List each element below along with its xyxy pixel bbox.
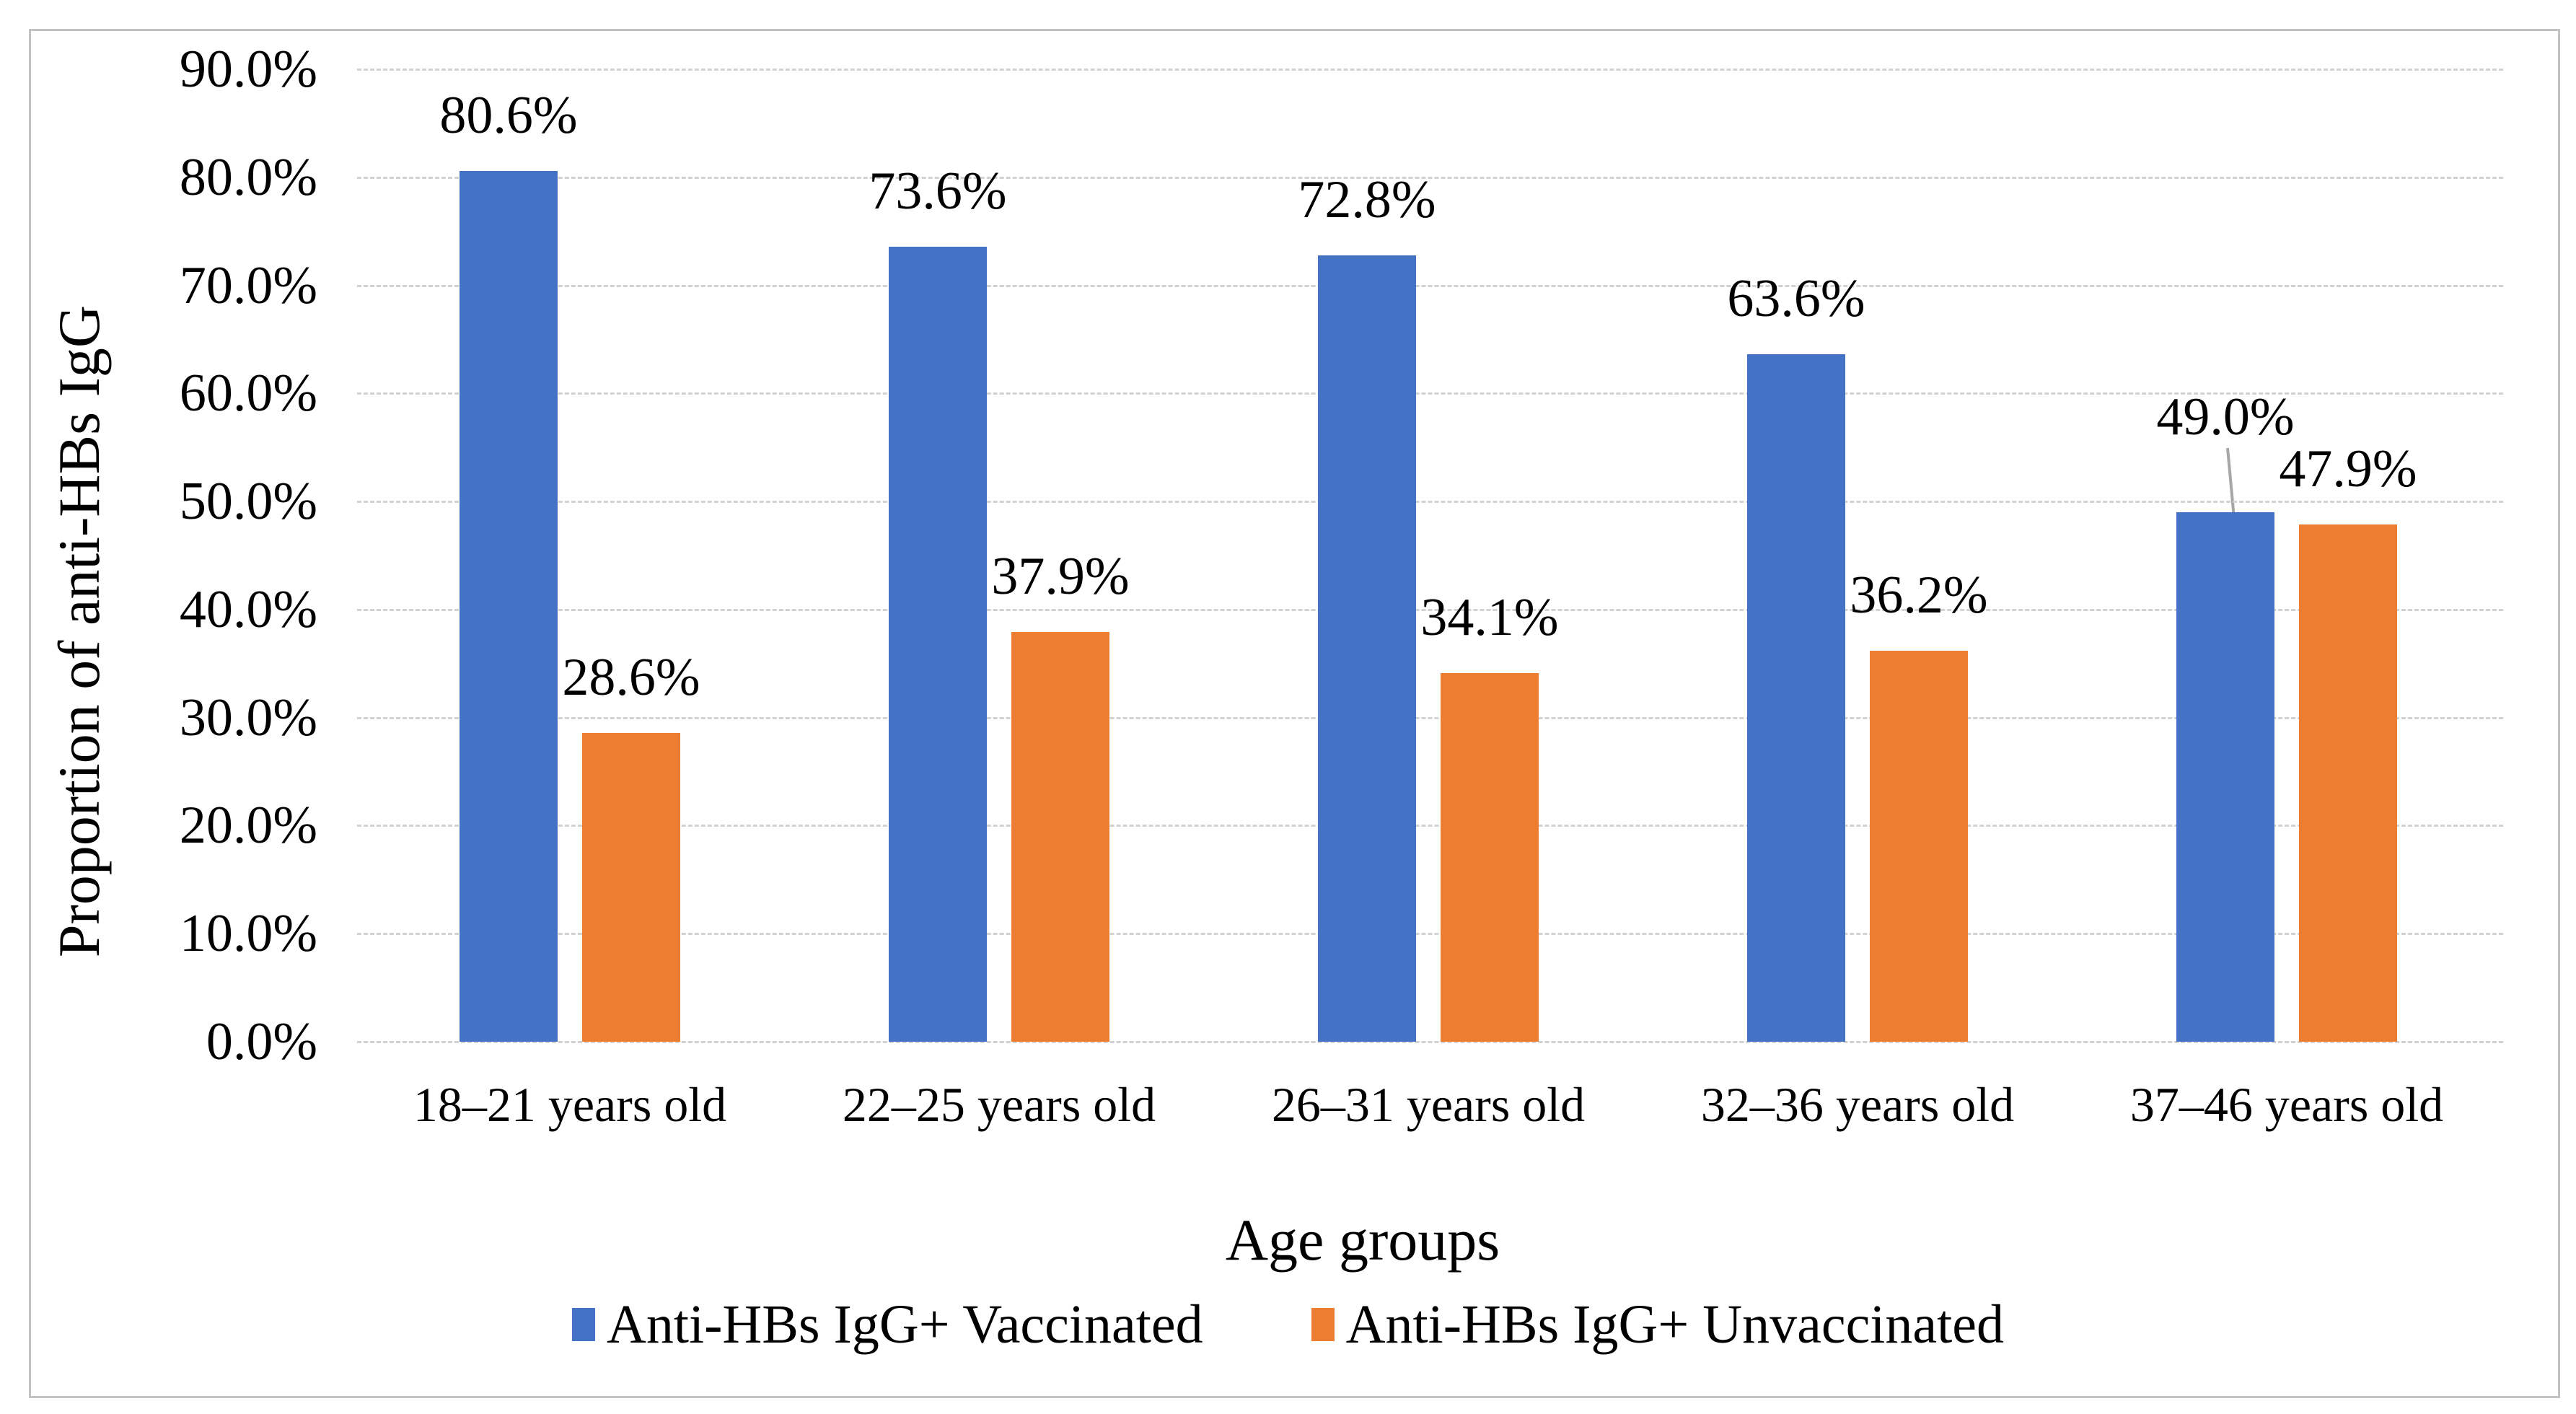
legend-label: Anti-HBs IgG+ Vaccinated (606, 1294, 1203, 1355)
bar-value-label: 63.6% (1727, 269, 1865, 329)
legend-label: Anti-HBs IgG+ Unvaccinated (1345, 1294, 2005, 1355)
bar-anti-hbs-igg-unvaccinated (1870, 650, 1968, 1042)
legend: Anti-HBs IgG+ Vaccinated Anti-HBs IgG+ Un… (0, 1291, 2576, 1358)
bar-anti-hbs-igg-unvaccinated (2299, 524, 2397, 1042)
y-tick-label: 40.0% (179, 579, 317, 639)
bar-value-label: 36.2% (1850, 565, 1988, 625)
y-tick-label: 80.0% (179, 147, 317, 207)
bar-anti-hbs-igg-unvaccinated (1011, 632, 1109, 1042)
gridline-70 (357, 284, 2503, 287)
legend-swatch-anti-hbs-igg-unvaccinated (1311, 1308, 1335, 1341)
bar-anti-hbs-igg-vaccinated (2176, 512, 2274, 1042)
plot-area: 80.6% 28.6% 73.6% 37.9% 72.8% 34.1% 63.6% 36.2%… (357, 69, 2503, 1043)
legend-item: Anti-HBs IgG+ Vaccinated (571, 1294, 1203, 1355)
gridline-90 (357, 69, 2503, 71)
bar-anti-hbs-igg-unvaccinated (582, 732, 680, 1042)
x-tick-label: 22–25 years old (842, 1077, 1156, 1132)
y-tick-label: 0.0% (206, 1012, 317, 1071)
x-axis-title: Age groups (1225, 1207, 1500, 1273)
bar-value-label: 73.6% (869, 161, 1007, 221)
bar-anti-hbs-igg-vaccinated (1318, 255, 1416, 1042)
bar-anti-hbs-igg-unvaccinated (1441, 673, 1539, 1042)
gridline-10 (357, 933, 2503, 936)
x-tick-label: 18–21 years old (413, 1077, 727, 1132)
y-tick-label: 20.0% (179, 796, 317, 856)
bar-value-label: 37.9% (991, 547, 1130, 607)
bar-value-label: 28.6% (562, 647, 700, 707)
gridline-50 (357, 501, 2503, 504)
y-tick-label: 10.0% (179, 904, 317, 964)
y-tick-label: 90.0% (179, 40, 317, 99)
x-tick-label: 37–46 years old (2129, 1077, 2444, 1132)
gridline-40 (357, 608, 2503, 611)
bar-anti-hbs-igg-vaccinated (1747, 354, 1845, 1042)
y-tick-label: 30.0% (179, 688, 317, 747)
leader-line (2226, 447, 2236, 519)
y-tick-label: 60.0% (179, 364, 317, 423)
bar-anti-hbs-igg-vaccinated (889, 246, 987, 1042)
y-tick-label: 50.0% (179, 472, 317, 532)
bar-anti-hbs-igg-vaccinated (460, 170, 558, 1042)
bar-value-label: 49.0% (2156, 387, 2295, 447)
gridline-20 (357, 825, 2503, 827)
legend-item: Anti-HBs IgG+ Unvaccinated (1311, 1297, 2004, 1352)
bar-value-label: 34.1% (1420, 588, 1559, 648)
bar-value-label: 80.6% (439, 85, 578, 145)
x-tick-label: 26–31 years old (1271, 1077, 1586, 1132)
bar-value-label: 72.8% (1298, 170, 1436, 229)
gridline-60 (357, 392, 2503, 395)
y-tick-label: 70.0% (179, 255, 317, 315)
gridline-30 (357, 716, 2503, 719)
gridline-80 (357, 176, 2503, 179)
chart-border (29, 29, 2560, 1398)
legend-swatch-anti-hbs-igg-vaccinated (571, 1308, 595, 1341)
bar-value-label: 47.9% (2279, 439, 2417, 499)
gridline-0 (357, 1041, 2503, 1043)
x-tick-label: 32–36 years old (1700, 1077, 2015, 1132)
